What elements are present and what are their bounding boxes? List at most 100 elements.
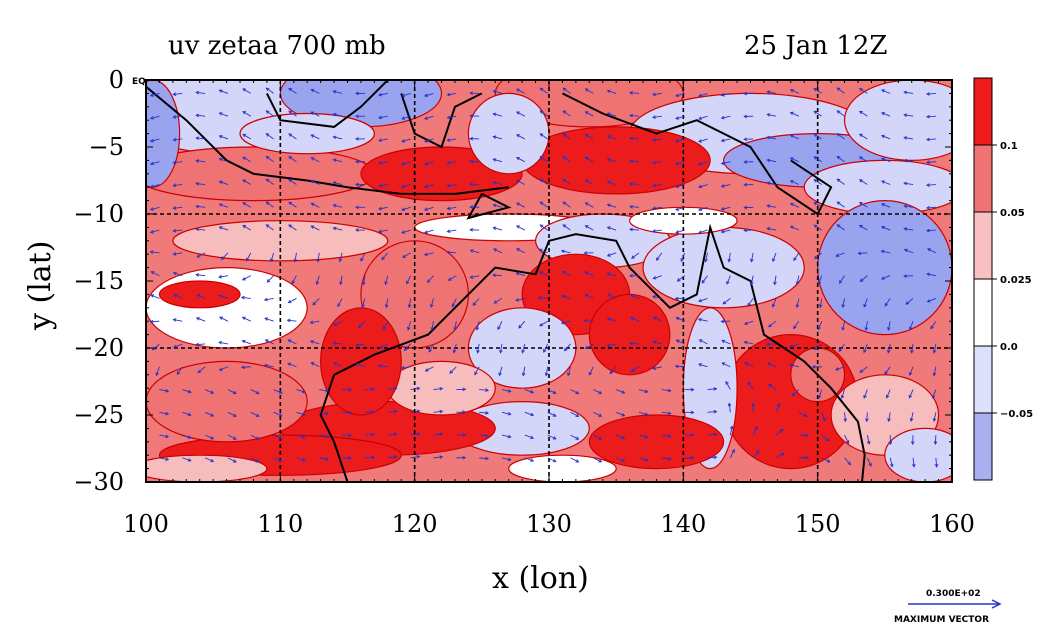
wind-vector <box>250 457 260 463</box>
wind-vector-head <box>629 159 633 164</box>
wind-vector <box>539 320 548 327</box>
wind-vector <box>912 457 915 467</box>
wind-vector-head <box>863 349 867 354</box>
wind-vector-head <box>606 272 611 276</box>
wind-vector-head <box>149 93 154 97</box>
wind-vector-head <box>515 248 520 252</box>
wind-vector-head <box>439 386 444 391</box>
wind-vector-head <box>492 89 497 94</box>
wind-vector-head <box>789 180 794 184</box>
coastline-segment <box>266 80 389 128</box>
wind-vector <box>451 298 457 307</box>
wind-vector <box>288 110 297 117</box>
wind-vector <box>607 273 617 277</box>
wind-vector-head <box>868 463 872 467</box>
wind-vector-head <box>492 273 496 278</box>
wind-vector <box>474 366 480 375</box>
wind-vector-head <box>789 225 794 230</box>
wind-vector-head <box>165 411 170 416</box>
wind-vector <box>174 293 183 299</box>
wind-vector <box>333 362 343 368</box>
wind-vector-head <box>428 348 432 353</box>
wind-vector-head <box>310 179 315 184</box>
wind-vector <box>721 206 731 210</box>
wind-vector-head <box>651 92 656 97</box>
wind-vector <box>522 343 526 353</box>
wind-vector <box>561 320 571 324</box>
wind-vector <box>242 156 252 163</box>
plot-title-left: uv zetaa 700 mb <box>168 31 386 61</box>
wind-vector <box>790 225 800 231</box>
wind-vector-head <box>789 344 794 348</box>
wind-vector-head <box>888 441 893 446</box>
wind-vector-head <box>811 365 816 369</box>
wind-vector-head <box>492 180 497 185</box>
coastline-segment <box>319 374 349 482</box>
wind-vector-head <box>265 201 270 205</box>
wind-vector <box>364 388 374 390</box>
wind-vector-head <box>584 345 589 350</box>
wind-vector <box>406 275 412 284</box>
wind-vector <box>540 87 548 94</box>
colorbar-label: 0.0 <box>1000 342 1018 353</box>
wind-vector <box>379 343 389 349</box>
wind-vector <box>813 179 822 185</box>
wind-vector <box>887 321 891 331</box>
wind-vector <box>197 366 206 373</box>
wind-vector-head <box>606 203 611 208</box>
wind-vector-head <box>469 182 474 187</box>
wind-vector-head <box>469 205 474 209</box>
wind-vector <box>817 321 823 330</box>
wind-vector <box>425 366 434 372</box>
wind-vector-head <box>726 280 730 285</box>
wind-vector-head <box>507 457 512 462</box>
wind-vector <box>173 252 183 255</box>
wind-vector-head <box>629 91 633 95</box>
wind-vector-head <box>667 457 672 461</box>
wind-vector <box>219 135 229 140</box>
wind-vector <box>584 271 594 277</box>
wind-vector <box>836 110 845 117</box>
wind-vector <box>934 435 937 445</box>
wind-vector-head <box>187 389 192 394</box>
wind-vector-head <box>452 349 457 354</box>
wind-vector <box>378 138 388 142</box>
wind-vector <box>564 343 571 352</box>
wind-vector-head <box>210 413 215 417</box>
wind-vector-head <box>195 181 200 186</box>
coastline-segment <box>333 223 866 482</box>
wind-vector-head <box>446 92 451 97</box>
wind-vector <box>798 434 808 437</box>
wind-vector <box>744 341 754 345</box>
wind-vector <box>721 138 731 142</box>
wind-vector-head <box>302 412 306 417</box>
wind-vector-head <box>423 252 428 257</box>
wind-vector-head <box>530 412 535 417</box>
wind-vector-head <box>629 273 633 278</box>
wind-vector-head <box>430 327 435 331</box>
wind-vector-head <box>176 371 181 376</box>
wind-vector-head <box>698 339 703 343</box>
wind-vector <box>652 115 662 118</box>
wind-vector-head <box>925 160 930 165</box>
wind-vector <box>725 381 731 390</box>
wind-vector <box>926 161 936 163</box>
wind-vector-head <box>416 432 421 436</box>
x-tick-label: 130 <box>526 510 572 538</box>
wind-vector <box>291 275 297 284</box>
wind-vector-head <box>195 113 200 118</box>
wind-vector-head <box>469 249 474 253</box>
wind-vector-head <box>885 394 890 399</box>
gridlines <box>146 80 952 482</box>
wind-vector <box>378 161 388 164</box>
wind-vector-head <box>903 158 908 163</box>
wind-vector-head <box>416 386 421 391</box>
wind-vector <box>296 411 306 416</box>
wind-vector-head <box>240 295 245 300</box>
wind-vector <box>522 366 526 376</box>
wind-vector <box>518 320 526 329</box>
wind-vector <box>516 202 526 208</box>
wind-vector-head <box>713 455 718 460</box>
wind-vector <box>449 366 457 374</box>
wind-vector <box>721 184 731 187</box>
